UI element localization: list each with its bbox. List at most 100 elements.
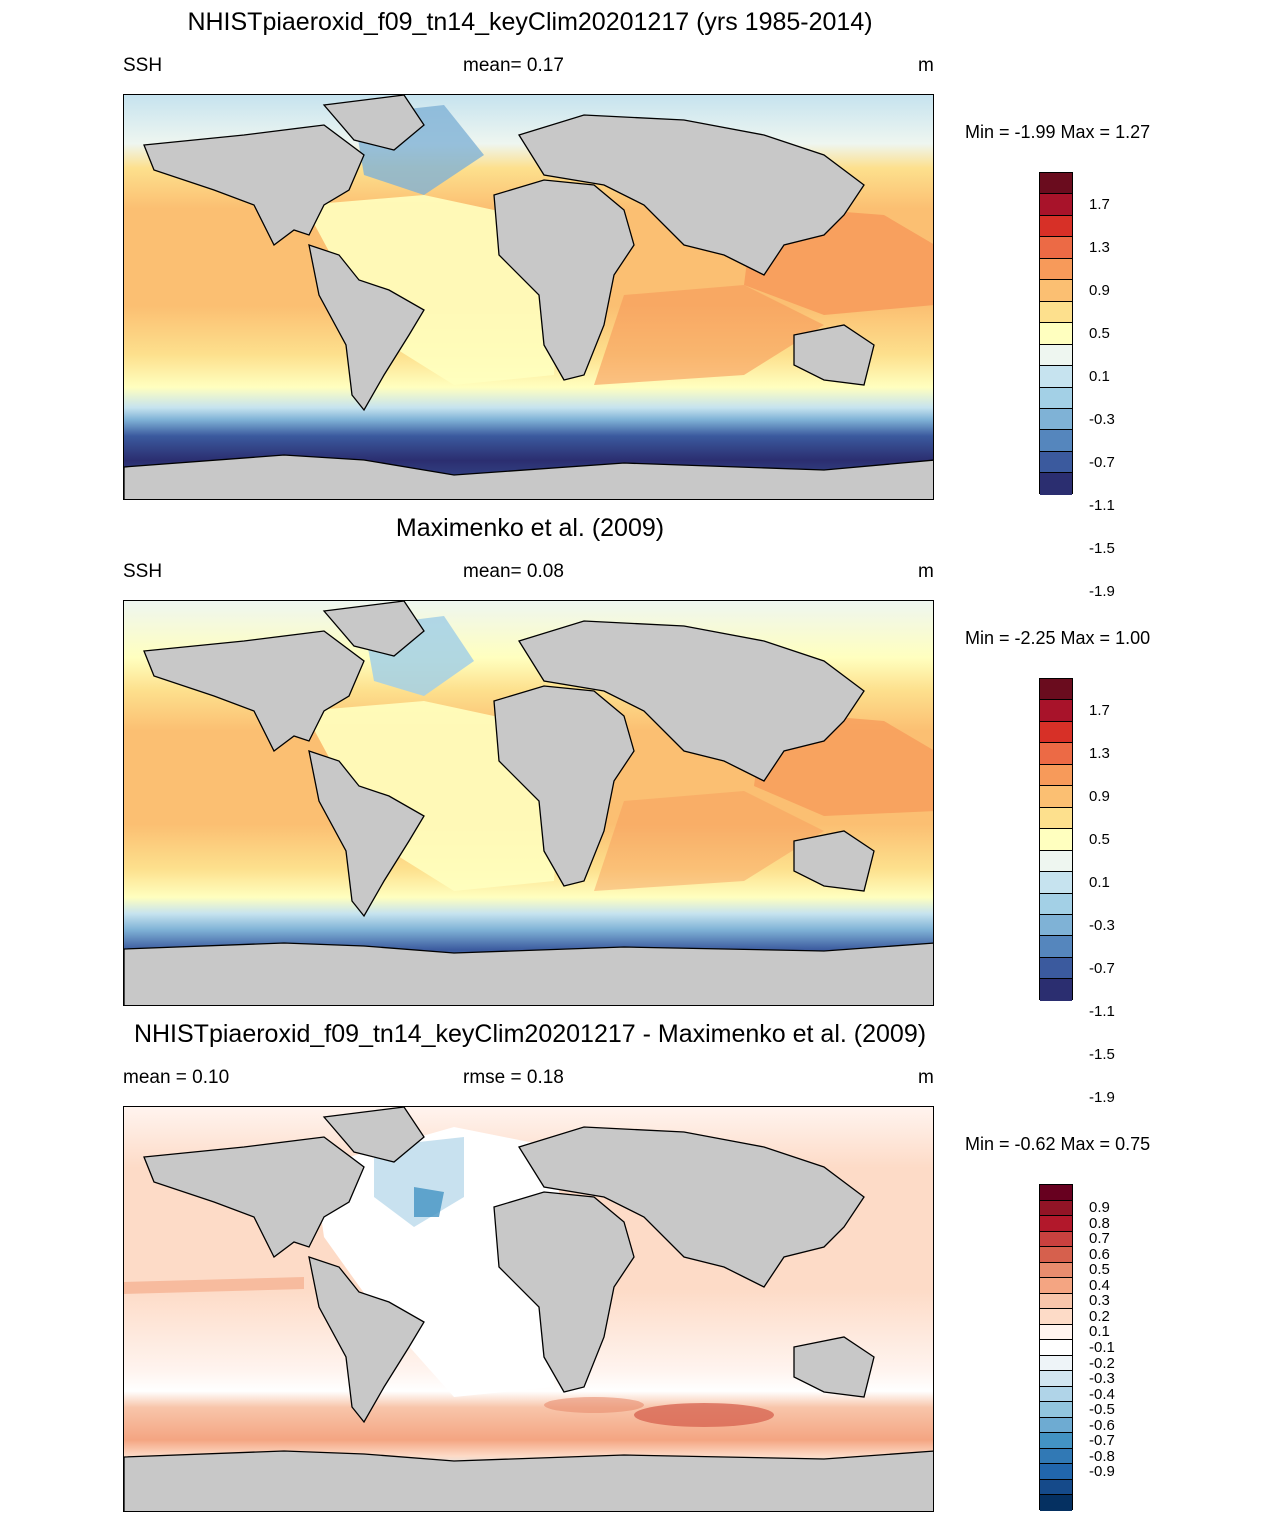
colorbar-tick-label: -1.5 [1089, 1045, 1115, 1063]
colorbar-swatch [1040, 850, 1072, 873]
mean-label: mean = 0.10 [123, 1067, 230, 1088]
colorbar-swatch [1040, 1324, 1072, 1341]
min-max-label: Min = -2.25 Max = 1.00 [965, 628, 1151, 648]
colorbar-tick-label: -0.8 [1089, 1447, 1115, 1465]
colorbar-swatch [1040, 721, 1072, 744]
panel-title: NHISTpiaeroxid_f09_tn14_keyClim20201217 … [133, 1020, 927, 1048]
colorbar-swatch [1040, 387, 1072, 409]
colorbar-swatch [1040, 1433, 1072, 1449]
colorbar-swatch [1040, 1495, 1072, 1511]
colorbar-tick-label: -0.3 [1089, 1370, 1115, 1388]
colorbar-swatch [1040, 743, 1072, 765]
min-max-label: Min = -1.99 Max = 1.27 [965, 122, 1151, 142]
colorbar-swatch [1040, 194, 1072, 216]
colorbar-swatch [1040, 979, 1072, 1001]
panel-model-ssh: NHISTpiaeroxid_f09_tn14_keyClim20201217 … [0, 0, 1285, 599]
land-mask [124, 95, 933, 499]
colorbar-tick-label: -0.7 [1089, 959, 1115, 977]
colorbar-tick-label: 1.3 [1089, 745, 1110, 763]
colorbar-swatch [1040, 1479, 1072, 1496]
colorbar-swatch [1040, 1340, 1072, 1356]
colorbar-swatch [1040, 1448, 1072, 1465]
colorbar-tick-label: 0.1 [1089, 1323, 1110, 1341]
colorbar-swatch [1040, 807, 1072, 830]
colorbar-tick-label: 0.9 [1089, 1199, 1110, 1217]
colorbar-swatch [1040, 1231, 1072, 1248]
colorbar-swatch [1040, 258, 1072, 281]
colorbar-swatch [1040, 1200, 1072, 1217]
colorbar-swatch [1040, 914, 1072, 937]
colorbar-swatch [1040, 1293, 1072, 1310]
colorbar-tick-label: -0.4 [1089, 1385, 1115, 1403]
colorbar-swatch [1040, 408, 1072, 431]
colorbar-swatch [1040, 786, 1072, 808]
colorbar-swatch [1040, 700, 1072, 722]
colorbar-swatch [1040, 1464, 1072, 1480]
colorbar-swatch [1040, 1417, 1072, 1434]
colorbar-tick-label: 0.8 [1089, 1214, 1110, 1232]
colorbar-swatch [1040, 344, 1072, 367]
colorbar-tick-label: 0.2 [1089, 1307, 1110, 1325]
colorbar-swatch [1040, 323, 1072, 345]
colorbar-tick-label: 0.6 [1089, 1245, 1110, 1263]
colorbar-swatch [1040, 1278, 1072, 1294]
units-label: m [918, 561, 934, 582]
colorbar-tick-label: 0.1 [1089, 367, 1110, 385]
colorbar-tick-label: 0.9 [1089, 788, 1110, 806]
colorbar-tick-label: -0.7 [1089, 1432, 1115, 1450]
colorbar-tick-label: 0.3 [1089, 1292, 1110, 1310]
colorbar-swatch [1040, 215, 1072, 238]
colorbar-tick-label: -1.9 [1089, 1088, 1115, 1106]
colorbar-tick-label: -0.2 [1089, 1354, 1115, 1372]
colorbar [1039, 678, 1073, 1001]
world-map [123, 94, 934, 500]
colorbar-tick-label: -0.7 [1089, 453, 1115, 471]
colorbar-swatch [1040, 173, 1072, 195]
colorbar-tick-label: 0.4 [1089, 1276, 1110, 1294]
colorbar-swatch [1040, 237, 1072, 259]
colorbar-tick-label: -1.5 [1089, 539, 1115, 557]
colorbar-tick-label: 0.5 [1089, 1261, 1110, 1279]
colorbar [1039, 1184, 1073, 1511]
colorbar-swatch [1040, 936, 1072, 958]
colorbar-swatch [1040, 1402, 1072, 1418]
panel-title: NHISTpiaeroxid_f09_tn14_keyClim20201217 … [187, 8, 873, 36]
panel-difference: NHISTpiaeroxid_f09_tn14_keyClim20201217 … [0, 1012, 1285, 1518]
colorbar-swatch [1040, 430, 1072, 452]
colorbar-tick-label: -0.6 [1089, 1416, 1115, 1434]
panel-title: Maximenko et al. (2009) [395, 514, 665, 542]
land-mask [124, 1107, 933, 1511]
colorbar-swatch [1040, 1309, 1072, 1325]
panel-obs-ssh: Maximenko et al. (2009) SSH mean= 0.08 m [0, 506, 1285, 1105]
colorbar-swatch [1040, 957, 1072, 980]
colorbar-tick-label: -1.1 [1089, 496, 1115, 514]
colorbar-swatch [1040, 872, 1072, 894]
colorbar-swatch [1040, 366, 1072, 388]
colorbar-swatch [1040, 473, 1072, 495]
colorbar-swatch [1040, 764, 1072, 787]
mean-label: mean= 0.17 [463, 55, 564, 76]
colorbar-tick-label: 0.5 [1089, 325, 1110, 342]
units-label: m [918, 55, 934, 76]
colorbar-tick-label: 1.3 [1089, 239, 1110, 257]
colorbar-swatch [1040, 679, 1072, 701]
colorbar-swatch [1040, 301, 1072, 324]
rmse-label: rmse = 0.18 [463, 1067, 564, 1088]
world-map [123, 600, 934, 1006]
colorbar-swatch [1040, 451, 1072, 474]
colorbar-tick-label: -0.5 [1089, 1401, 1115, 1419]
colorbar-tick-label: 1.7 [1089, 196, 1110, 214]
colorbar-swatch [1040, 829, 1072, 851]
colorbar-tick-label: -1.9 [1089, 582, 1115, 600]
colorbar [1039, 172, 1073, 495]
land-mask [124, 601, 933, 1005]
colorbar-swatch [1040, 1262, 1072, 1279]
colorbar-tick-label: -0.3 [1089, 410, 1115, 428]
colorbar-swatch [1040, 1216, 1072, 1232]
colorbar-swatch [1040, 280, 1072, 302]
colorbar-tick-label: 0.5 [1089, 831, 1110, 848]
colorbar-swatch [1040, 1185, 1072, 1201]
world-map [123, 1106, 934, 1512]
colorbar-tick-label: 0.9 [1089, 282, 1110, 300]
mean-label: mean= 0.08 [463, 561, 564, 582]
